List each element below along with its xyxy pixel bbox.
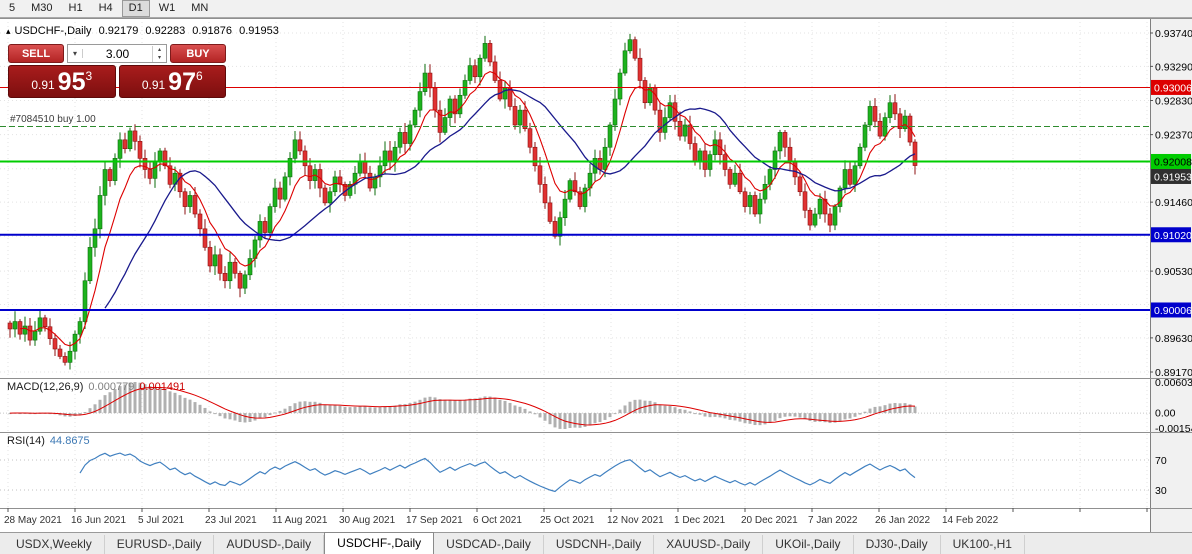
chart-tab-usdx[interactable]: USDX,Weekly: [4, 535, 105, 554]
svg-text:0.92008: 0.92008: [1154, 156, 1192, 168]
macd-indicator-label: MACD(12,26,9) 0.000779 0.001491: [7, 381, 185, 393]
svg-text:0.93290: 0.93290: [1155, 61, 1192, 73]
sell-price-prefix: 0.91: [31, 78, 55, 92]
macd-main-value: 0.000779: [88, 381, 135, 393]
svg-text:0.89170: 0.89170: [1155, 367, 1192, 379]
macd-signal-value: 0.001491: [139, 381, 186, 393]
svg-text:1 Dec 2021: 1 Dec 2021: [674, 515, 726, 526]
timeframe-button-d1[interactable]: D1: [121, 0, 150, 17]
svg-text:6 Oct 2021: 6 Oct 2021: [473, 515, 522, 526]
timeframe-toolbar: 5 M30 H1 H4 D1 W1 MN: [0, 0, 1192, 18]
volume-value[interactable]: 3.00: [105, 46, 130, 61]
svg-text:7 Jan 2022: 7 Jan 2022: [808, 515, 858, 526]
rsi-value: 44.8675: [49, 435, 90, 447]
timeframe-button-m30[interactable]: M30: [31, 2, 53, 14]
svg-text:-0.00154: -0.00154: [1155, 423, 1192, 435]
ohlc-close: 0.91953: [239, 25, 279, 37]
one-click-trading-panel: SELL ▾ 3.00 ▴ ▾ BUY 0.91 95 3 0.91 97 6: [8, 44, 226, 98]
chart-tab-eurusd[interactable]: EURUSD-,Daily: [105, 535, 215, 554]
svg-text:0.91460: 0.91460: [1155, 197, 1192, 209]
date-axis: 28 May 2021 16 Jun 2021 5 Jul 2021 23 Jul 2…: [4, 508, 1148, 526]
ohlc-open: 0.92179: [98, 25, 139, 37]
candlestick-series: [7, 33, 918, 370]
buy-price-prefix: 0.91: [141, 78, 166, 92]
timeframe-button-5[interactable]: 5: [9, 2, 16, 14]
svg-text:0.00603: 0.00603: [1155, 377, 1192, 389]
svg-text:26 Jan 2022: 26 Jan 2022: [875, 515, 930, 526]
sell-button[interactable]: SELL: [8, 44, 64, 63]
svg-text:17 Sep 2021: 17 Sep 2021: [406, 515, 463, 526]
volume-caret-icon[interactable]: ▾: [68, 49, 83, 58]
svg-text:0.90006: 0.90006: [1154, 305, 1192, 317]
macd-signal-line: [9, 387, 916, 426]
volume-input[interactable]: ▾ 3.00 ▴ ▾: [67, 44, 167, 63]
chart-tab-dj30[interactable]: DJ30-,Daily: [854, 535, 941, 554]
volume-spinner[interactable]: ▴ ▾: [152, 45, 166, 62]
svg-text:12 Nov 2021: 12 Nov 2021: [607, 515, 664, 526]
svg-text:0.93740: 0.93740: [1155, 28, 1192, 40]
svg-text:25 Oct 2021: 25 Oct 2021: [540, 515, 595, 526]
svg-text:30 Aug 2021: 30 Aug 2021: [339, 515, 396, 526]
svg-text:20 Dec 2021: 20 Dec 2021: [741, 515, 798, 526]
ma-slow-line: [104, 88, 916, 309]
rsi-name: RSI(14): [7, 435, 45, 447]
svg-text:0.91020: 0.91020: [1154, 230, 1192, 242]
chart-tab-ukoil[interactable]: UKOil-,Daily: [763, 535, 854, 554]
svg-text:16 Jun 2021: 16 Jun 2021: [71, 515, 126, 526]
one-click-toggle-icon[interactable]: ▴: [6, 26, 11, 36]
rsi-indicator-label: RSI(14) 44.8675: [7, 435, 90, 447]
chart-tab-usdcad[interactable]: USDCAD-,Daily: [434, 535, 544, 554]
chart-tab-xauusd[interactable]: XAUUSD-,Daily: [654, 535, 764, 554]
position-label: #7084510 buy 1.00: [10, 114, 96, 125]
buy-price-pips: 97: [168, 68, 196, 96]
svg-text:23 Jul 2021: 23 Jul 2021: [205, 515, 257, 526]
timeframe-button-h1[interactable]: H1: [68, 2, 83, 14]
svg-text:14 Feb 2022: 14 Feb 2022: [942, 515, 999, 526]
timeframe-button-w1[interactable]: W1: [158, 2, 176, 14]
svg-text:0.90530: 0.90530: [1155, 266, 1192, 278]
chart-tab-usdchf[interactable]: USDCHF-,Daily: [324, 532, 435, 554]
svg-text:28 May 2021: 28 May 2021: [4, 515, 62, 526]
buy-price-pipette: 6: [195, 69, 203, 83]
chart-ohlc-header: ▴ USDCHF-,Daily 0.92179 0.92283 0.91876 0…: [6, 25, 283, 37]
svg-text:0.00: 0.00: [1155, 408, 1176, 420]
price-badges: 0.93006 0.92008 0.91020 0.90006 0.91953: [1151, 79, 1192, 318]
svg-text:0.91953: 0.91953: [1154, 171, 1192, 183]
buy-button[interactable]: BUY: [170, 44, 226, 63]
grid-layer: [0, 18, 1150, 508]
svg-text:0.93006: 0.93006: [1154, 82, 1192, 94]
chart-canvas[interactable]: 0.93740 0.93290 0.92830 0.92370 0.91460 0.905…: [0, 18, 1192, 532]
sell-price-pips: 95: [57, 68, 86, 96]
timeframe-button-h4[interactable]: H4: [98, 2, 113, 14]
buy-price-display[interactable]: 0.91 97 6: [118, 65, 226, 98]
svg-text:5 Jul 2021: 5 Jul 2021: [138, 515, 185, 526]
chart-tab-uk100[interactable]: UK100-,H1: [941, 535, 1025, 554]
chart-tab-audusd[interactable]: AUDUSD-,Daily: [214, 535, 325, 554]
chart-tab-usdcnh[interactable]: USDCNH-,Daily: [544, 535, 655, 554]
svg-text:0.92830: 0.92830: [1155, 96, 1192, 108]
svg-text:70: 70: [1155, 455, 1167, 467]
svg-text:11 Aug 2021: 11 Aug 2021: [272, 515, 328, 526]
sell-price-display[interactable]: 0.91 95 3: [8, 65, 116, 98]
svg-text:30: 30: [1155, 485, 1167, 497]
volume-spin-down-icon[interactable]: ▾: [157, 54, 161, 61]
macd-histogram: [8, 382, 917, 429]
chart-tabs-bar: USDX,Weekly EURUSD-,Daily AUDUSD-,Daily USD…: [0, 532, 1192, 554]
timeframe-button-mn[interactable]: MN: [191, 2, 209, 14]
macd-name: MACD(12,26,9): [7, 381, 84, 393]
sell-price-pipette: 3: [85, 69, 93, 83]
chart-symbol-label: USDCHF-,Daily: [14, 25, 92, 37]
price-scale[interactable]: 0.93740 0.93290 0.92830 0.92370 0.91460 0.905…: [1150, 28, 1192, 497]
volume-spin-up-icon[interactable]: ▴: [157, 46, 161, 53]
svg-text:0.92370: 0.92370: [1155, 130, 1192, 142]
rsi-line: [79, 452, 916, 493]
ohlc-high: 0.92283: [145, 25, 186, 37]
ma-fast-line: [19, 70, 916, 347]
ohlc-low: 0.91876: [192, 25, 233, 37]
price-scale-bg: [1150, 18, 1192, 532]
svg-text:0.89630: 0.89630: [1155, 333, 1192, 345]
